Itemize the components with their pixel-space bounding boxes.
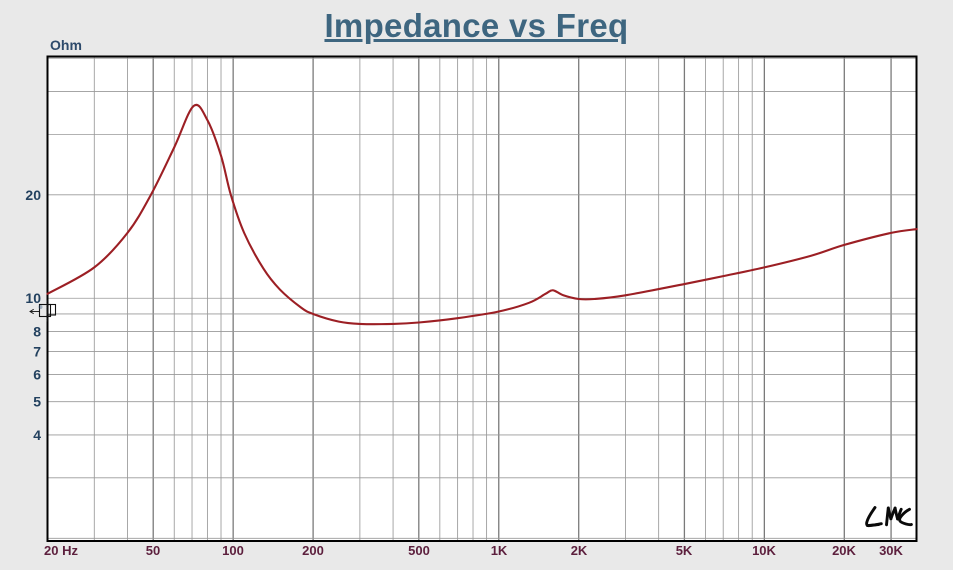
svg-text:8: 8 [33,324,41,340]
svg-text:1K: 1K [491,543,508,558]
svg-text:10K: 10K [752,543,776,558]
svg-text:200: 200 [302,543,324,558]
svg-text:5: 5 [33,394,41,410]
svg-text:30K: 30K [879,543,903,558]
svg-text:2K: 2K [571,543,588,558]
svg-text:20 Hz: 20 Hz [44,543,78,558]
svg-text:100: 100 [222,543,244,558]
svg-text:6: 6 [33,366,41,382]
svg-text:20K: 20K [832,543,856,558]
svg-text:50: 50 [146,543,160,558]
svg-text:20: 20 [25,187,41,203]
svg-text:500: 500 [408,543,430,558]
svg-text:4: 4 [33,427,41,443]
svg-text:10: 10 [25,290,41,306]
svg-text:7: 7 [33,343,41,359]
svg-text:5K: 5K [676,543,693,558]
